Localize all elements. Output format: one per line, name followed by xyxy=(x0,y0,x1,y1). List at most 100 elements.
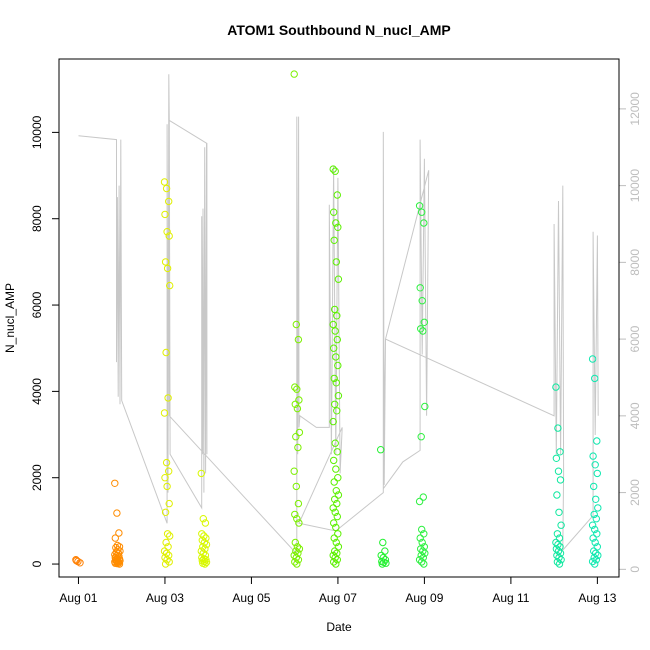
y-tick-label: 0 xyxy=(30,560,44,567)
data-point xyxy=(330,374,338,383)
data-point xyxy=(333,191,341,199)
data-point xyxy=(420,219,428,227)
data-point xyxy=(589,452,597,460)
data-point xyxy=(164,394,172,402)
data-point xyxy=(202,540,211,549)
data-point xyxy=(329,417,337,426)
data-point xyxy=(333,312,341,320)
data-point xyxy=(332,219,340,227)
data-point xyxy=(555,560,564,568)
data-point xyxy=(197,469,206,478)
x-tick-label: Aug 01 xyxy=(59,591,97,605)
data-point xyxy=(593,437,601,445)
data-point xyxy=(333,335,341,344)
data-point xyxy=(554,424,562,432)
y2-tick-label: 12000 xyxy=(628,92,642,126)
data-point xyxy=(165,197,173,206)
data-point xyxy=(291,383,299,391)
data-point xyxy=(330,236,338,245)
data-point xyxy=(416,534,424,542)
y2-tick-label: 4000 xyxy=(628,402,642,429)
data-point xyxy=(295,396,303,404)
data-point xyxy=(591,560,599,568)
x-axis-label: Date xyxy=(326,620,352,634)
data-point xyxy=(331,400,339,408)
data-point xyxy=(420,530,428,538)
data-point xyxy=(331,495,339,503)
data-point xyxy=(331,508,339,516)
y2-tick-label: 6000 xyxy=(628,325,642,352)
data-point xyxy=(556,476,565,484)
data-point xyxy=(593,530,601,538)
data-point xyxy=(591,374,599,383)
data-point xyxy=(199,515,208,523)
data-point xyxy=(334,223,342,232)
data-point xyxy=(330,456,338,465)
data-point xyxy=(166,532,174,540)
y-tick-label: 2000 xyxy=(30,464,44,491)
data-point xyxy=(417,433,425,441)
data-point xyxy=(329,320,337,329)
data-point xyxy=(292,482,300,491)
data-point xyxy=(331,305,339,314)
data-point xyxy=(332,560,340,568)
data-point xyxy=(420,318,428,326)
data-point xyxy=(293,404,302,413)
data-point xyxy=(333,556,341,564)
data-point xyxy=(588,521,597,529)
data-point xyxy=(588,355,597,363)
data-point xyxy=(382,559,390,567)
data-point xyxy=(381,547,389,555)
data-point xyxy=(295,428,304,437)
data-point xyxy=(419,327,427,335)
data-point xyxy=(333,512,341,521)
data-point xyxy=(165,467,173,475)
data-point xyxy=(293,515,301,523)
data-point xyxy=(330,558,338,566)
data-point xyxy=(330,478,338,486)
data-point xyxy=(163,482,171,491)
data-point xyxy=(163,530,172,538)
data-point xyxy=(418,525,426,534)
data-point xyxy=(294,335,303,344)
data-point xyxy=(334,530,342,538)
data-point xyxy=(163,264,172,273)
data-point xyxy=(295,519,303,527)
data-point xyxy=(591,461,599,469)
data-point xyxy=(330,208,338,216)
data-point xyxy=(163,556,171,564)
data-point xyxy=(421,402,429,411)
data-point xyxy=(330,344,338,352)
data-point xyxy=(161,508,170,516)
data-point xyxy=(291,538,299,547)
data-point xyxy=(589,534,597,542)
data-point xyxy=(333,407,341,415)
plot-frame xyxy=(58,58,620,578)
data-point xyxy=(74,557,82,566)
data-point xyxy=(557,521,565,529)
data-point xyxy=(161,210,169,219)
data-point xyxy=(334,392,343,400)
data-point xyxy=(294,499,303,508)
data-point xyxy=(593,469,601,478)
point-series xyxy=(72,70,602,568)
series-line xyxy=(78,74,599,556)
data-point xyxy=(161,560,170,568)
data-point xyxy=(292,320,300,329)
x-axis: Aug 01 Aug 03 Aug 05 Aug 07 Aug 09 Aug 11 Aug … xyxy=(59,576,617,605)
data-point xyxy=(556,448,564,456)
data-point xyxy=(552,383,560,391)
data-point xyxy=(378,560,386,568)
data-point xyxy=(415,497,424,506)
data-point xyxy=(332,353,340,361)
data-point xyxy=(553,530,562,538)
data-point xyxy=(76,559,84,567)
data-point xyxy=(334,361,342,370)
data-point xyxy=(332,487,340,495)
data-point xyxy=(557,556,565,564)
y-tick-label: 4000 xyxy=(30,378,44,405)
y2-tick-label: 0 xyxy=(628,566,642,573)
data-point xyxy=(331,327,339,335)
data-point xyxy=(334,275,343,283)
